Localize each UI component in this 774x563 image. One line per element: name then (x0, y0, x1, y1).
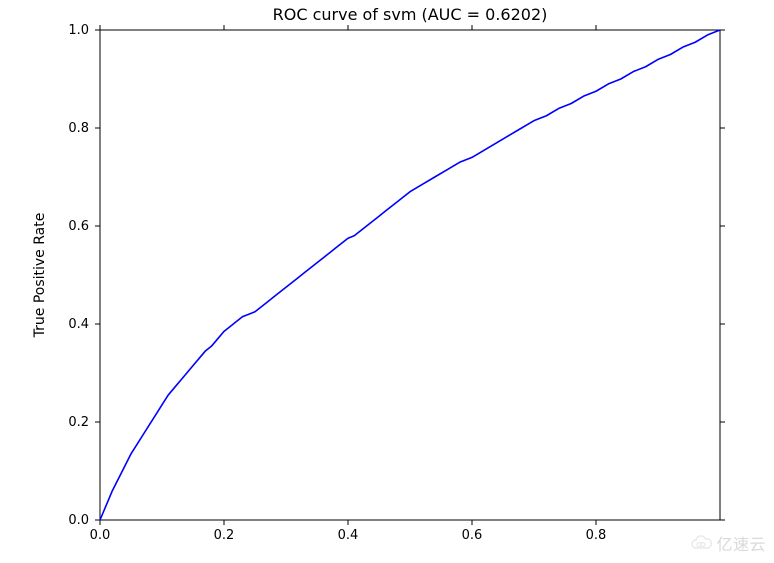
ytick-label: 0.8 (68, 121, 89, 136)
xtick-label: 0.0 (90, 528, 111, 543)
y-axis-label: True Positive Rate (32, 213, 48, 339)
xtick-label: 0.2 (214, 528, 235, 543)
ytick-label: 1.0 (68, 23, 89, 38)
xtick-label: 0.4 (338, 528, 359, 543)
ytick-label: 0.4 (68, 317, 89, 332)
chart-title: ROC curve of svm (AUC = 0.6202) (273, 5, 548, 24)
roc-chart: 0.0 0.2 0.4 0.6 0.8 0.0 0.2 0.4 0.6 0.8 1.0 ROC cur… (0, 0, 774, 563)
xtick-label: 0.6 (462, 528, 483, 543)
ytick-label: 0.2 (68, 415, 89, 430)
ytick-label: 0.6 (68, 219, 89, 234)
ytick-label: 0.0 (68, 513, 89, 528)
xtick-label: 0.8 (586, 528, 607, 543)
plot-bg (100, 30, 720, 520)
